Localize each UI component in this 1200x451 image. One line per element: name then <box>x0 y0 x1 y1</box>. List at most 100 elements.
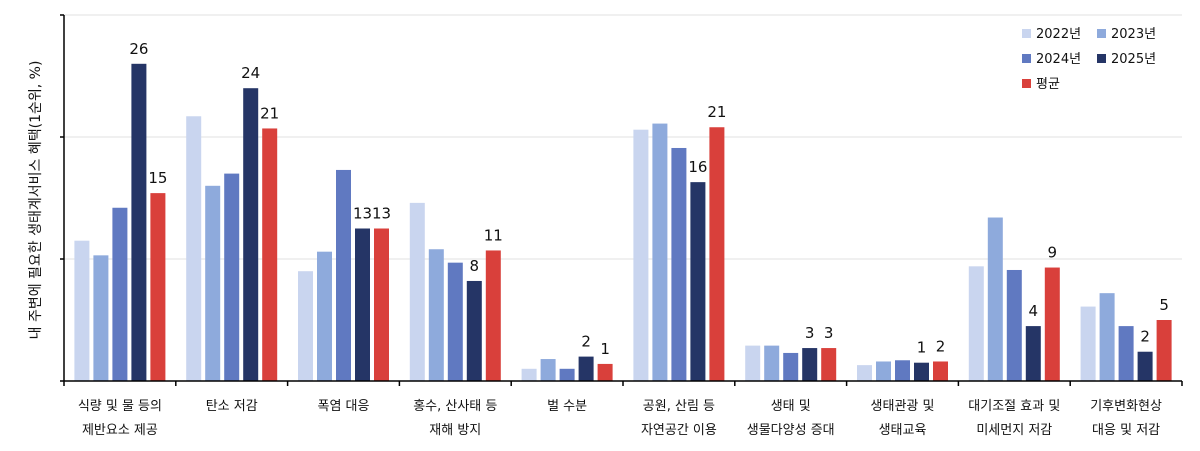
legend-swatch <box>1022 29 1031 38</box>
bar <box>374 228 389 381</box>
data-label: 1 <box>917 339 927 357</box>
data-label: 13 <box>353 205 372 223</box>
bar <box>336 169 351 381</box>
bar <box>112 207 128 381</box>
x-tick-label: 벌 수분 <box>547 399 587 414</box>
bar <box>783 352 799 381</box>
data-label: 3 <box>805 324 815 342</box>
data-label: 13 <box>372 205 391 223</box>
bar <box>1099 293 1115 381</box>
bar <box>895 360 910 381</box>
legend-swatch <box>1097 29 1106 38</box>
bar <box>243 88 259 381</box>
bar <box>764 345 780 381</box>
x-tick-label: 폭염 대응 <box>318 399 370 414</box>
bar <box>409 202 425 381</box>
bar <box>1025 326 1041 381</box>
x-tick-label: 공원, 산림 등 <box>643 399 715 414</box>
x-tick-label: 생태 및 <box>771 399 811 414</box>
bar <box>262 128 278 381</box>
bar <box>1080 306 1096 381</box>
legend-label: 2022년 <box>1036 27 1081 42</box>
bar <box>857 365 872 381</box>
bar <box>968 266 984 381</box>
legend-label: 2024년 <box>1036 52 1081 67</box>
bar <box>540 359 556 381</box>
x-tick-label: 홍수, 산사태 등 <box>413 399 497 414</box>
bar <box>1006 269 1022 381</box>
bar <box>1118 326 1134 381</box>
data-label: 5 <box>1159 296 1169 314</box>
bar <box>709 127 725 382</box>
bars <box>74 63 1172 382</box>
x-tick-label: 생물다양성 증대 <box>747 423 835 438</box>
bar <box>578 356 594 381</box>
data-label: 2 <box>581 333 591 351</box>
x-tick-label: 식량 및 물 등의 <box>78 399 162 414</box>
bar <box>521 368 537 381</box>
data-label: 3 <box>824 324 834 342</box>
legend-swatch <box>1022 54 1031 63</box>
legend-swatch <box>1097 54 1106 63</box>
data-label: 8 <box>470 257 480 275</box>
axes <box>60 14 1183 386</box>
bar <box>690 182 706 381</box>
data-label: 11 <box>484 226 503 244</box>
y-axis-label: 내 주변에 필요한 생태계서비스 혜택(1순위, %) <box>28 61 44 340</box>
bar <box>876 361 891 381</box>
x-tick-label: 대기조절 효과 및 <box>968 399 1060 414</box>
data-label: 21 <box>707 103 726 121</box>
x-tick-label: 재해 방지 <box>429 423 481 438</box>
bar <box>914 362 929 381</box>
bar <box>466 280 482 381</box>
data-label: 21 <box>260 104 279 122</box>
legend-label: 평균 <box>1036 77 1060 92</box>
x-tick-label: 탄소 저감 <box>206 399 258 414</box>
bar <box>987 217 1003 381</box>
x-tick-label: 기후변화현상 <box>1090 399 1162 414</box>
bar <box>802 348 818 381</box>
bar <box>74 240 90 381</box>
bar <box>933 361 948 381</box>
bar <box>821 348 837 381</box>
data-label: 2 <box>936 337 946 355</box>
bar <box>652 123 668 381</box>
x-tick-label: 자연공간 이용 <box>641 423 717 438</box>
bar <box>745 345 761 381</box>
bar <box>205 185 221 381</box>
bar <box>447 262 463 381</box>
x-tick-label: 생태교육 <box>879 423 927 438</box>
data-label: 1 <box>600 340 610 358</box>
bar <box>150 193 166 381</box>
bar <box>1044 267 1060 381</box>
bar <box>1156 320 1172 381</box>
data-label: 9 <box>1048 244 1058 262</box>
bar <box>633 129 649 381</box>
data-label: 16 <box>688 158 707 176</box>
bar <box>355 228 370 381</box>
bar <box>671 147 687 381</box>
bar <box>597 363 613 381</box>
data-label: 15 <box>148 169 167 187</box>
data-label: 4 <box>1029 302 1039 320</box>
bar <box>485 250 501 381</box>
bar <box>559 368 575 381</box>
legend-label: 2025년 <box>1111 52 1156 67</box>
bar <box>93 255 109 381</box>
data-label: 2 <box>1140 328 1150 346</box>
bar <box>224 173 240 381</box>
data-label: 26 <box>129 40 148 58</box>
x-tick-label: 제반요소 제공 <box>82 423 158 438</box>
bar <box>131 63 147 382</box>
x-tick-label: 생태관광 및 <box>871 399 935 414</box>
bar <box>317 251 332 381</box>
bar <box>298 271 313 381</box>
bar <box>428 249 444 381</box>
x-tick-label: 대응 및 저감 <box>1092 423 1160 438</box>
legend-label: 2023년 <box>1111 27 1156 42</box>
x-tick-label: 미세먼지 저감 <box>976 423 1052 438</box>
legend-swatch <box>1022 79 1031 88</box>
